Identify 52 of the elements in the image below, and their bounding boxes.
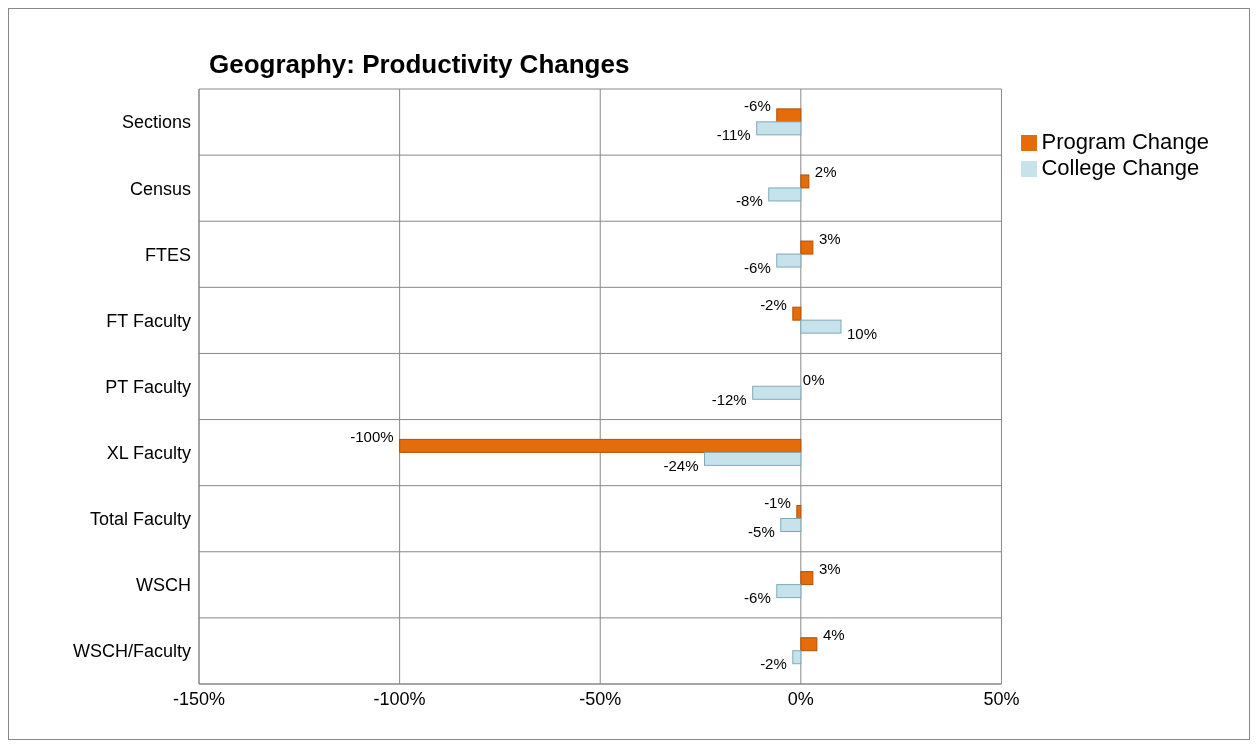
data-label: -12% — [711, 390, 747, 408]
bar — [800, 637, 818, 652]
y-tick-label: PT Faculty — [105, 376, 191, 397]
bar — [796, 505, 802, 519]
y-tick-label: WSCH/Faculty — [72, 641, 191, 662]
y-tick-label: XL Faculty — [106, 443, 191, 463]
x-tick-label: -150% — [172, 688, 226, 709]
bar — [800, 240, 814, 255]
chart-title: Geography: Productivity Changes — [209, 49, 630, 80]
bar — [752, 385, 802, 400]
data-label: -100% — [350, 427, 394, 445]
legend-label: College Change — [1041, 155, 1200, 180]
x-tick-label: -100% — [373, 688, 426, 709]
data-label: -11% — [716, 126, 751, 144]
bar — [776, 108, 802, 123]
x-tick-label: -50% — [579, 688, 622, 709]
data-label: 4% — [822, 626, 845, 644]
bar — [800, 319, 842, 334]
bar — [780, 518, 802, 532]
legend-label: Program Change — [1041, 129, 1209, 154]
x-tick-label: 0% — [787, 688, 814, 709]
x-tick-label: 50% — [983, 688, 1020, 709]
bar — [768, 187, 802, 202]
data-label: -1% — [764, 494, 791, 511]
data-label: 3% — [818, 229, 841, 247]
y-tick-label: Total Faculty — [89, 509, 191, 530]
data-label: 3% — [818, 560, 841, 578]
data-label: -6% — [744, 97, 771, 115]
data-label: 0% — [802, 370, 825, 388]
bar — [756, 121, 802, 136]
data-label: -5% — [748, 523, 775, 540]
y-tick-label: Sections — [121, 112, 191, 133]
bar — [399, 438, 802, 453]
bar — [776, 253, 802, 268]
y-tick-label: Census — [129, 178, 191, 199]
y-tick-label: FTES — [144, 244, 191, 265]
data-label: -6% — [744, 589, 771, 607]
data-label: -2% — [760, 295, 787, 313]
data-label: -24% — [663, 456, 699, 474]
data-label: -6% — [744, 258, 771, 276]
bar — [792, 650, 802, 665]
bar — [704, 451, 802, 466]
bar — [792, 306, 802, 321]
data-label: -8% — [736, 192, 763, 210]
bar — [776, 584, 802, 599]
y-tick-label: WSCH — [136, 575, 191, 596]
data-label: 2% — [814, 163, 837, 181]
data-label: 10% — [846, 324, 877, 342]
data-label: -2% — [760, 655, 787, 673]
y-tick-label: FT Faculty — [106, 310, 191, 331]
bar — [800, 571, 814, 586]
bar — [800, 174, 810, 189]
